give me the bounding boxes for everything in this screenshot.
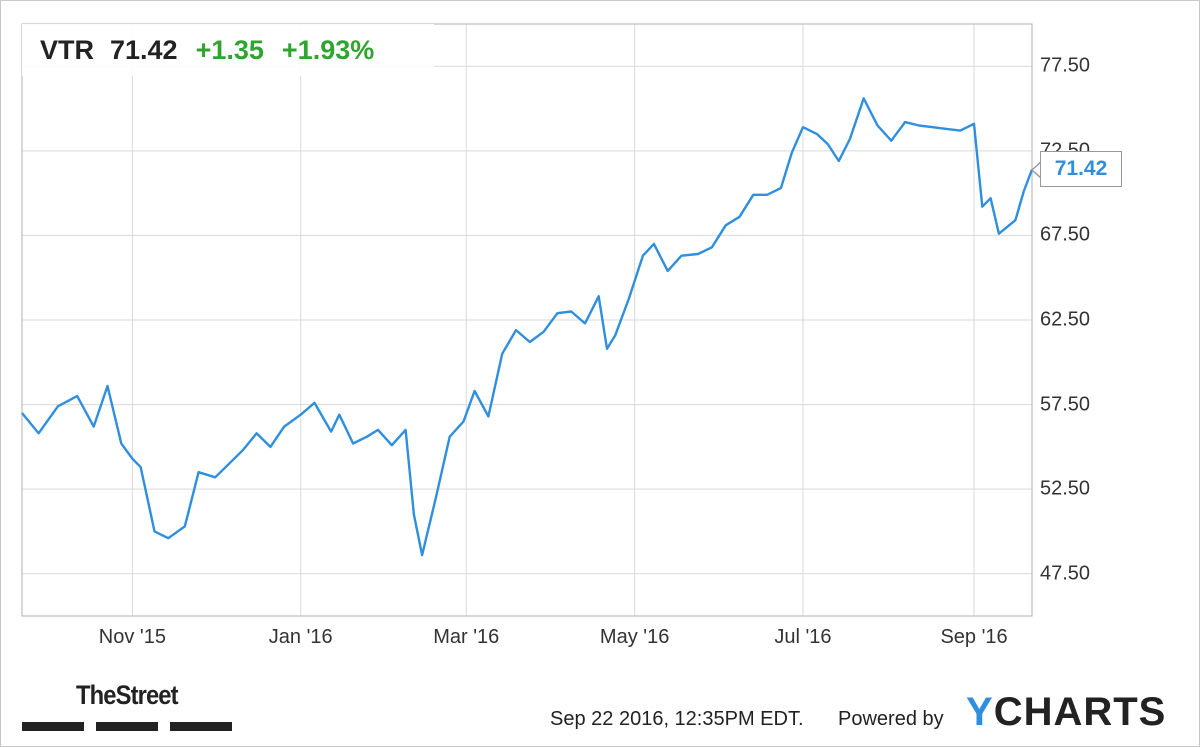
x-tick-label: May '16 xyxy=(599,626,670,648)
thestreet-logo: TheStreet xyxy=(76,680,179,710)
x-tick-label: Nov '15 xyxy=(98,626,166,648)
price-line xyxy=(21,97,1034,557)
price-change: +1.35 xyxy=(195,34,264,65)
x-tick-label: Jul '16 xyxy=(774,626,832,648)
grid-lines xyxy=(22,24,1032,616)
y-tick-label: 47.50 xyxy=(1040,562,1091,585)
last-price: 71.42 xyxy=(110,34,178,65)
logo-bar xyxy=(96,722,158,731)
thestreet-logo-bars xyxy=(22,722,232,731)
x-tick-label: Sep '16 xyxy=(940,626,1008,648)
plot-area xyxy=(21,23,1033,617)
ycharts-logo-y: Y xyxy=(966,690,994,734)
y-tick-label: 52.50 xyxy=(1040,477,1091,500)
last-value-tag: 71.42 xyxy=(1040,151,1122,187)
powered-by-label: Powered by xyxy=(838,708,944,730)
logo-bar xyxy=(170,722,232,731)
quote-header: VTR 71.42 +1.35 +1.93% xyxy=(40,30,374,70)
y-tick-label: 67.50 xyxy=(1040,223,1091,246)
ycharts-logo-text: CHARTS xyxy=(993,690,1167,734)
percent-change: +1.93% xyxy=(281,34,375,65)
y-tick-label: 57.50 xyxy=(1040,393,1091,416)
header-background xyxy=(22,24,434,76)
ycharts-logo[interactable]: YCHARTS xyxy=(966,690,1166,735)
logo-bar xyxy=(22,722,84,731)
y-tick-label: 77.50 xyxy=(1040,54,1091,77)
timestamp: Sep 22 2016, 12:35PM EDT. xyxy=(550,708,804,730)
last-value-pointer-fill xyxy=(1033,163,1041,177)
y-tick-label: 62.50 xyxy=(1040,308,1091,331)
x-tick-label: Jan '16 xyxy=(268,626,333,648)
x-tick-label: Mar '16 xyxy=(433,626,500,648)
ticker-symbol: VTR xyxy=(40,34,94,65)
